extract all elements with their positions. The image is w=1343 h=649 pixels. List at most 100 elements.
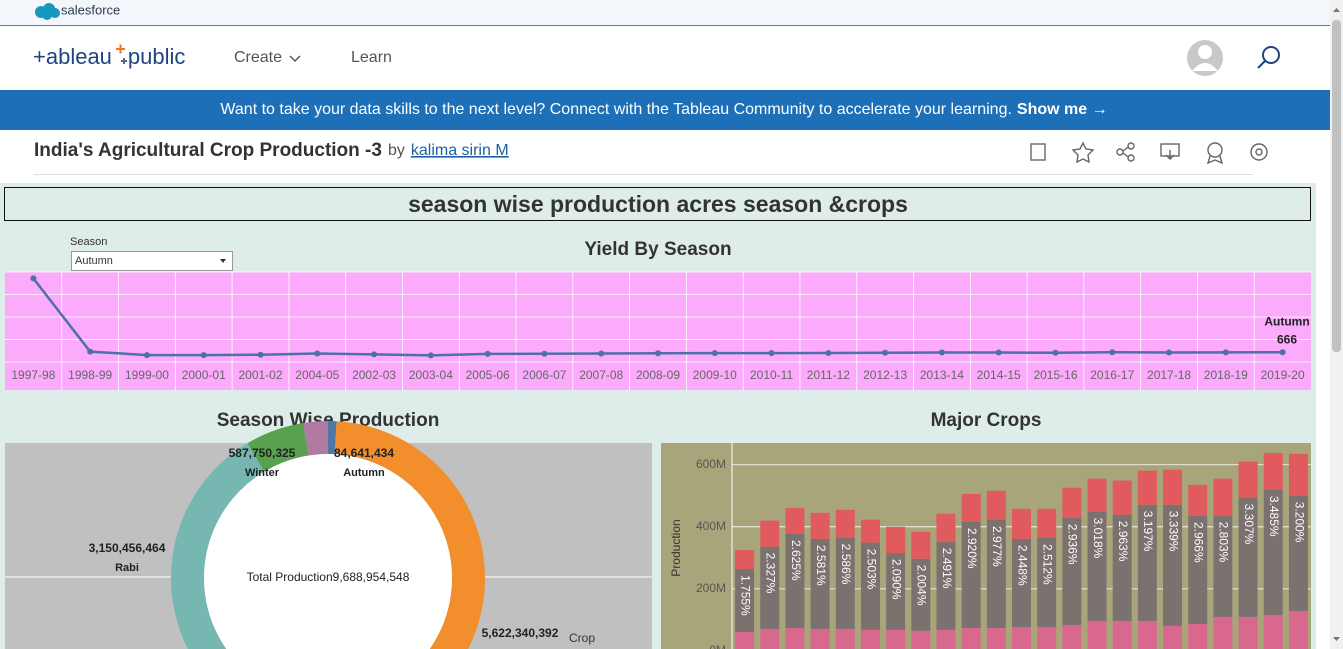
- download-icon[interactable]: [1160, 143, 1180, 160]
- point: [655, 350, 661, 357]
- bar-label: 2.803%: [1217, 522, 1231, 563]
- nav-learn[interactable]: Learn: [351, 49, 392, 66]
- toolbar: [1030, 141, 1268, 165]
- edit-icon[interactable]: [1030, 143, 1046, 161]
- bar-segment: [1037, 627, 1057, 649]
- bar-segment: [785, 533, 805, 629]
- bar-label: 2.090%: [889, 559, 903, 600]
- bar-segment: [1112, 480, 1132, 515]
- point: [314, 350, 321, 357]
- x-tick-label: 2000-01: [182, 368, 226, 382]
- bar-segment: [961, 493, 981, 522]
- x-tick-label: 2010-11: [750, 368, 793, 382]
- point: [768, 350, 775, 357]
- bar-segment: [1288, 610, 1308, 649]
- avatar[interactable]: [1187, 40, 1223, 76]
- value-label: 84,641,434: [334, 446, 394, 460]
- bar-label: 2.625%: [789, 540, 803, 581]
- bar-segment: [1037, 508, 1057, 538]
- banner-link[interactable]: Show me →: [1017, 101, 1108, 118]
- bar-segment: [1137, 470, 1157, 505]
- bar-segment: [936, 629, 956, 649]
- x-tick-label: 2001-02: [238, 368, 282, 382]
- bar-segment: [961, 628, 981, 649]
- x-tick-label: 1998-99: [68, 368, 112, 382]
- bar-segment: [1288, 453, 1308, 496]
- x-tick-label: 2011-12: [807, 368, 850, 382]
- x-tick-label: 2016-17: [1090, 368, 1134, 382]
- bar-segment: [785, 628, 805, 649]
- logo[interactable]: +ableau public: [33, 44, 185, 69]
- bar-segment: [1112, 514, 1132, 621]
- banner: [0, 90, 1330, 130]
- point: [1052, 349, 1059, 356]
- y-tick-label: 0M: [709, 643, 726, 649]
- bar-segment: [1037, 537, 1057, 628]
- logo-left: +ableau: [33, 44, 112, 69]
- bar-segment: [785, 507, 805, 534]
- viz-title-row: India's Agricultural Crop Production -3 b…: [34, 140, 509, 161]
- bar-segment: [886, 629, 906, 649]
- bar-segment: [1263, 452, 1283, 490]
- bar-segment: [986, 628, 1006, 649]
- value-label: 587,750,325: [229, 446, 296, 460]
- center-text: Total Production9,688,954,548: [247, 570, 410, 584]
- bar-segment: [1213, 616, 1233, 649]
- donut-slice: [328, 421, 337, 455]
- bar-label: 3.485%: [1267, 496, 1281, 537]
- bar-segment: [1137, 504, 1157, 621]
- point: [541, 350, 548, 357]
- bar-segment: [735, 632, 755, 649]
- bar-label: 2.920%: [965, 528, 979, 569]
- banner-text: Want to take your data skills to the nex…: [220, 101, 1107, 118]
- filter-select[interactable]: [71, 251, 233, 271]
- bar-segment: [810, 512, 830, 539]
- bar-label: 2.977%: [990, 526, 1004, 567]
- bar-segment: [1062, 517, 1082, 625]
- point: [371, 351, 378, 358]
- scroll-thumb[interactable]: [1332, 20, 1341, 352]
- bar-segment: [1163, 504, 1183, 626]
- bar-segment: [1012, 627, 1031, 649]
- author-link[interactable]: kalima sirin M: [411, 142, 509, 159]
- bar-segment: [1163, 469, 1183, 505]
- bar-label: 2.327%: [764, 553, 778, 594]
- bar-label: 2.503%: [864, 549, 878, 590]
- bar-segment: [835, 509, 855, 538]
- share-icon[interactable]: [1116, 142, 1135, 162]
- bar-label: 2.963%: [1116, 521, 1130, 562]
- banner-message: Want to take your data skills to the nex…: [220, 101, 1012, 118]
- favorite-icon[interactable]: [1071, 141, 1095, 164]
- bar-label: 2.491%: [940, 548, 954, 589]
- donut-slice: [334, 421, 485, 649]
- point: [938, 349, 945, 356]
- point: [711, 350, 718, 357]
- slice-label: Winter: [245, 467, 280, 479]
- bar-segment: [810, 628, 830, 649]
- settings-icon[interactable]: [1250, 143, 1268, 161]
- y-tick-label: 400M: [696, 519, 726, 533]
- donut-slice: [303, 421, 328, 456]
- nav-create[interactable]: Create: [234, 49, 282, 66]
- bar-label: 3.197%: [1141, 511, 1155, 552]
- bar-segment: [961, 521, 981, 629]
- bar-label: 3.307%: [1242, 504, 1256, 545]
- y-tick-label: 600M: [696, 457, 726, 471]
- y-tick-label: 200M: [696, 581, 726, 595]
- dropdown-arrow: [220, 259, 226, 263]
- bar-segment: [936, 541, 956, 630]
- bar-segment: [1163, 625, 1183, 649]
- plot-background: [5, 272, 1311, 390]
- donut-slice: [247, 422, 309, 472]
- bar-label: 3.200%: [1292, 502, 1306, 543]
- bar-segment: [1012, 538, 1031, 628]
- bar-label: 3.018%: [1091, 518, 1105, 559]
- x-tick-label: 1999-00: [125, 368, 169, 382]
- search-icon[interactable]: [1257, 46, 1280, 69]
- bar-segment: [911, 630, 931, 649]
- point: [87, 348, 94, 355]
- bar-label: 1.755%: [738, 575, 752, 616]
- bar-segment: [810, 538, 830, 629]
- chart-title: Major Crops: [931, 410, 1042, 431]
- badge-icon[interactable]: [1206, 142, 1224, 165]
